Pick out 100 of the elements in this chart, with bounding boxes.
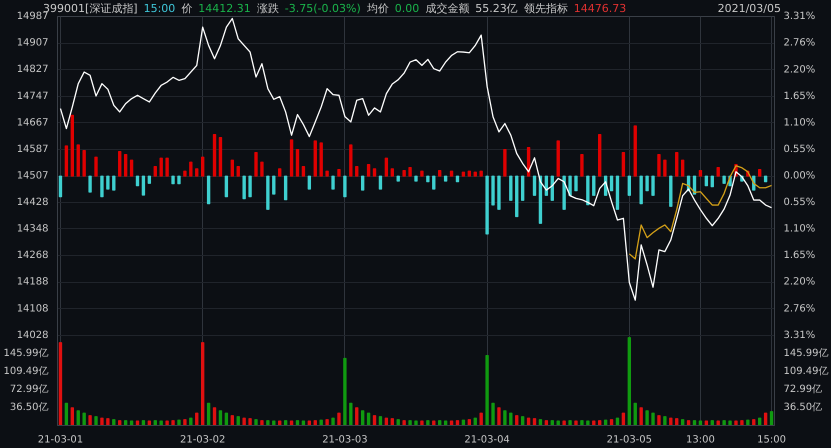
bar xyxy=(360,410,364,426)
bar xyxy=(562,176,566,210)
y2-tick-label: 2.20% xyxy=(784,64,816,76)
bar xyxy=(740,420,744,426)
bar xyxy=(474,172,477,177)
bar xyxy=(183,419,187,426)
bar xyxy=(462,420,466,426)
bar xyxy=(503,410,507,426)
bar xyxy=(444,420,448,426)
bar xyxy=(355,407,358,426)
text: 14476.73 xyxy=(574,2,626,15)
y2-tick-label: 0.55% xyxy=(784,196,816,208)
text: 14412.31 xyxy=(198,2,251,15)
bar xyxy=(468,419,472,426)
x-tick-label: 21-03-03 xyxy=(322,434,368,446)
bar xyxy=(230,415,234,426)
bar xyxy=(195,168,198,177)
y2-tick-label: 1.65% xyxy=(784,250,816,261)
bar xyxy=(710,176,714,188)
bar xyxy=(148,420,152,426)
x-tick-label: 13:00 xyxy=(686,434,715,446)
bar xyxy=(278,168,282,177)
y2-tick-label: 0.55% xyxy=(784,144,816,155)
bar xyxy=(586,176,590,206)
bar xyxy=(634,402,637,426)
y-tick-label: 14268 xyxy=(16,250,48,262)
bar xyxy=(402,170,406,177)
y-tick-label: 14108 xyxy=(16,303,48,314)
bar xyxy=(396,419,400,426)
bar xyxy=(622,412,626,426)
y-tick-label: 14587 xyxy=(16,144,48,156)
bar xyxy=(76,144,80,177)
bar xyxy=(58,176,62,198)
bar xyxy=(716,420,720,426)
bar xyxy=(764,176,768,182)
bar xyxy=(76,410,80,426)
text: 145.99亿 xyxy=(784,348,828,359)
bar xyxy=(242,418,246,426)
bar xyxy=(568,420,572,426)
bar xyxy=(598,420,602,426)
bar xyxy=(468,170,472,177)
bar xyxy=(544,176,548,196)
text: -3.75(-0.03%) xyxy=(284,2,361,15)
bar xyxy=(366,164,370,177)
bar xyxy=(698,170,702,177)
bar xyxy=(639,407,643,426)
bar xyxy=(592,176,596,196)
bar xyxy=(675,418,678,426)
bar xyxy=(248,418,252,426)
bar xyxy=(509,176,512,201)
bar xyxy=(206,176,210,204)
y3-tick-label: 109.49亿 xyxy=(4,366,49,377)
bar xyxy=(124,154,128,177)
bar xyxy=(189,162,193,177)
bar xyxy=(160,158,163,177)
bar xyxy=(408,420,412,426)
bar xyxy=(349,144,353,177)
x-tick-label: 15:00 xyxy=(757,434,786,446)
bar xyxy=(432,420,436,426)
bar xyxy=(154,420,157,426)
bar xyxy=(343,176,347,198)
y2-tick-label: 0.00% xyxy=(784,170,816,182)
bar xyxy=(100,176,104,198)
bar xyxy=(390,168,394,177)
bar xyxy=(206,402,210,426)
bar xyxy=(343,358,347,426)
bar xyxy=(485,176,489,234)
bar xyxy=(616,176,620,210)
text: 成交金额 xyxy=(425,2,470,15)
y2-tick-label: 1.65% xyxy=(784,90,816,102)
bar xyxy=(491,176,495,206)
bar xyxy=(698,420,702,426)
text: 领先指标 xyxy=(524,2,568,15)
bar xyxy=(669,176,672,207)
y-tick-label: 14747 xyxy=(16,90,48,102)
y2-tick-label: 2.76% xyxy=(784,37,816,48)
bar xyxy=(704,176,708,186)
line-series xyxy=(628,165,772,260)
bar xyxy=(148,176,152,184)
bar xyxy=(320,420,323,426)
bar xyxy=(663,416,667,426)
bar xyxy=(130,160,134,177)
text: 均价 xyxy=(366,2,389,15)
bar xyxy=(314,420,317,426)
bar xyxy=(598,134,602,177)
bar xyxy=(669,418,672,426)
bar xyxy=(710,420,714,426)
bar xyxy=(195,412,198,426)
bar xyxy=(308,420,312,426)
text: 价 xyxy=(181,2,192,15)
bar xyxy=(260,162,264,177)
bar xyxy=(556,140,560,177)
bar xyxy=(248,176,252,198)
bar xyxy=(610,176,614,192)
bar xyxy=(651,176,655,196)
bar xyxy=(325,419,329,426)
bar xyxy=(106,418,110,426)
bar xyxy=(224,176,228,198)
bar xyxy=(764,412,768,426)
text: 36.50亿 xyxy=(784,402,822,413)
